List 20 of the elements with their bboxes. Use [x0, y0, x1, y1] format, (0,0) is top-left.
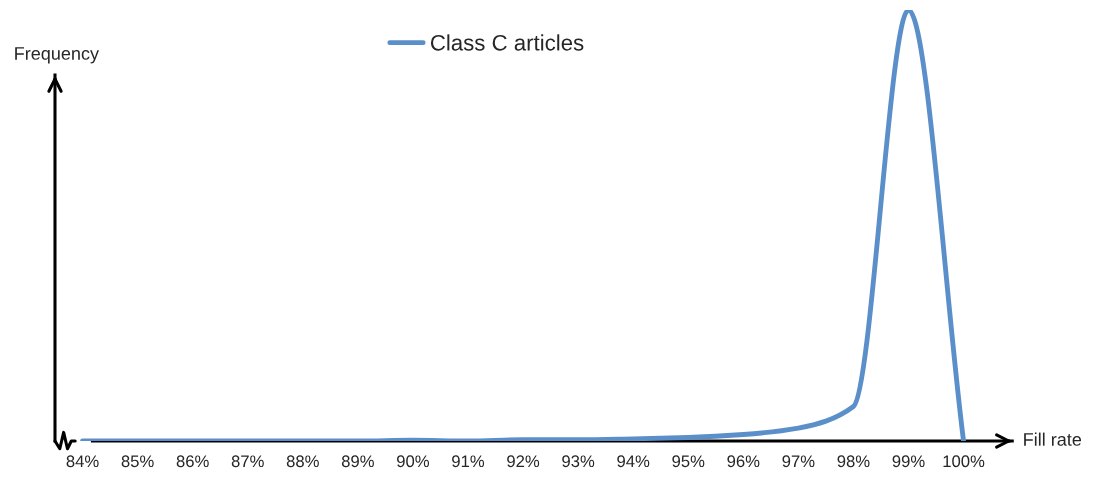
- x-tick-label: 90%: [397, 455, 430, 468]
- x-tick-label: 100%: [943, 455, 985, 468]
- x-tick-label: 89%: [341, 455, 374, 468]
- y-axis-title: Frequency: [15, 47, 99, 64]
- x-tick-label: 84%: [66, 455, 99, 468]
- x-tick-label: 94%: [617, 455, 650, 468]
- x-tick-label: 98%: [837, 455, 870, 468]
- x-tick-label: 86%: [176, 455, 209, 468]
- x-tick-label: 88%: [286, 455, 319, 468]
- x-tick-label: 93%: [562, 455, 595, 468]
- x-axis-title: Fill rate: [1024, 432, 1082, 446]
- x-tick-label: 99%: [892, 455, 925, 468]
- x-tick-label: 85%: [121, 455, 154, 468]
- x-tick-label: 91%: [452, 455, 485, 468]
- x-tick-label: 96%: [727, 455, 760, 468]
- x-tick-label: 92%: [507, 455, 540, 468]
- x-tick-label: 87%: [231, 455, 264, 468]
- legend-label: Class C articles: [430, 34, 584, 51]
- x-tick-label: 97%: [782, 455, 815, 468]
- x-tick-label: 95%: [672, 455, 705, 468]
